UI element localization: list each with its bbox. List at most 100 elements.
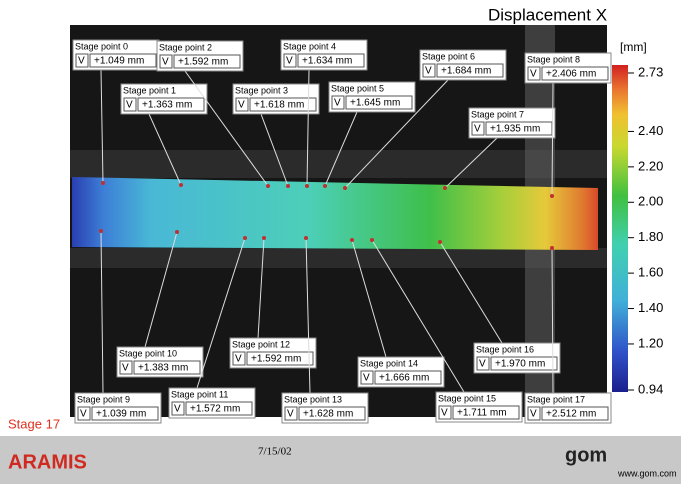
component-cell (119, 360, 133, 375)
colorbar-tick-label: 2.40 (638, 123, 663, 138)
stage-point-value: +1.684 mm (441, 66, 491, 77)
stage-point-value: +1.572 mm (190, 404, 240, 415)
stage-point-name: Stage point 6 (422, 51, 475, 61)
component: V (122, 363, 129, 374)
component-cell (159, 54, 173, 69)
stage-point-name: Stage point 5 (331, 83, 384, 93)
value-cell (345, 95, 413, 110)
component: V (441, 408, 448, 419)
stage-point-marker (99, 229, 103, 233)
stage-point-value: +2.512 mm (546, 409, 596, 420)
component: V (287, 409, 294, 420)
leader-line (306, 69, 310, 187)
component-cell (283, 53, 297, 68)
component-cell (527, 66, 541, 81)
value-cell (541, 66, 609, 81)
value-cell (485, 121, 553, 136)
stage-point-marker (304, 236, 308, 240)
leader-line (551, 247, 554, 394)
component: V (162, 57, 169, 68)
component-cell (235, 97, 249, 112)
stage-point-marker (323, 184, 327, 188)
leader-line (324, 111, 358, 187)
leader-line (148, 113, 182, 186)
stage-point-value: +1.935 mm (490, 124, 540, 135)
stage-point-name: Stage point 17 (527, 394, 585, 404)
stage-point-marker (175, 230, 179, 234)
stage-point-name: Stage point 10 (119, 348, 177, 358)
stage-point-value: +1.666 mm (379, 373, 429, 384)
stage-point-marker (179, 183, 183, 187)
value-cell (89, 53, 157, 68)
leader-line (439, 241, 503, 344)
colorbar (612, 65, 628, 392)
component-cell (331, 95, 345, 110)
component-cell (527, 406, 541, 421)
leader-line (196, 237, 246, 389)
value-cell (133, 360, 201, 375)
value-cell (173, 54, 241, 69)
leader-line (100, 69, 104, 184)
stage-point-marker (243, 236, 247, 240)
component: V (238, 100, 245, 111)
component: V (286, 56, 293, 67)
component: V (425, 66, 432, 77)
colorbar-tick-label: 0.94 (638, 381, 663, 396)
stage-point-marker (350, 238, 354, 242)
component-cell (284, 406, 298, 421)
leader-line (344, 79, 449, 189)
value-cell (137, 97, 205, 112)
stage-point-value: +1.049 mm (94, 56, 144, 67)
stage-point-marker (286, 184, 290, 188)
stage-point-name: Stage point 9 (77, 394, 130, 404)
stage-point-marker (550, 194, 554, 198)
stage-point-marker (550, 246, 554, 250)
value-cell (246, 351, 314, 366)
stage-point-name: Stage point 14 (360, 358, 418, 368)
component-cell (471, 121, 485, 136)
url: www.gom.com (617, 468, 677, 478)
stage-label: Stage 17 (8, 416, 60, 431)
stage-point-value: +1.970 mm (495, 359, 545, 370)
component: V (126, 100, 133, 111)
component: V (174, 404, 181, 415)
stage-point-name: Stage point 13 (284, 394, 342, 404)
stage-point-value: +1.363 mm (142, 100, 192, 111)
footer-bar (0, 436, 681, 484)
leader-line (551, 82, 554, 197)
value-cell (374, 370, 442, 385)
component: V (78, 56, 85, 67)
stage-point-marker (438, 240, 442, 244)
logo: gom (565, 444, 607, 466)
date: 7/15/02 (258, 446, 292, 458)
colorbar-tick-label: 2.20 (638, 158, 663, 173)
leader-line (257, 237, 265, 339)
stage-point-name: Stage point 16 (476, 344, 534, 354)
stage-point-value: +2.406 mm (546, 69, 596, 80)
stage-point-marker (370, 238, 374, 242)
stage-point-value: +1.592 mm (178, 57, 228, 68)
component-cell (123, 97, 137, 112)
stage-point-marker (305, 184, 309, 188)
value-cell (452, 405, 520, 420)
stage-point-value: +1.618 mm (254, 100, 304, 111)
component: V (235, 354, 242, 365)
stage-point-value: +1.039 mm (96, 409, 146, 420)
component-cell (438, 405, 452, 420)
stage-point-value: +1.634 mm (302, 56, 352, 67)
component: V (530, 69, 537, 80)
component-cell (476, 356, 490, 371)
component: V (530, 409, 537, 420)
stage-point-value: +1.628 mm (303, 409, 353, 420)
stage-point-marker (343, 186, 347, 190)
component-cell (422, 63, 436, 78)
stage-point-name: Stage point 3 (235, 85, 288, 95)
stage-point-name: Stage point 1 (123, 85, 176, 95)
colorbar-tick-label: 1.20 (638, 335, 663, 350)
stage-point-marker (266, 184, 270, 188)
leader-line (371, 239, 465, 393)
stage-point-marker (101, 181, 105, 185)
stage-point-name: Stage point 15 (438, 393, 496, 403)
